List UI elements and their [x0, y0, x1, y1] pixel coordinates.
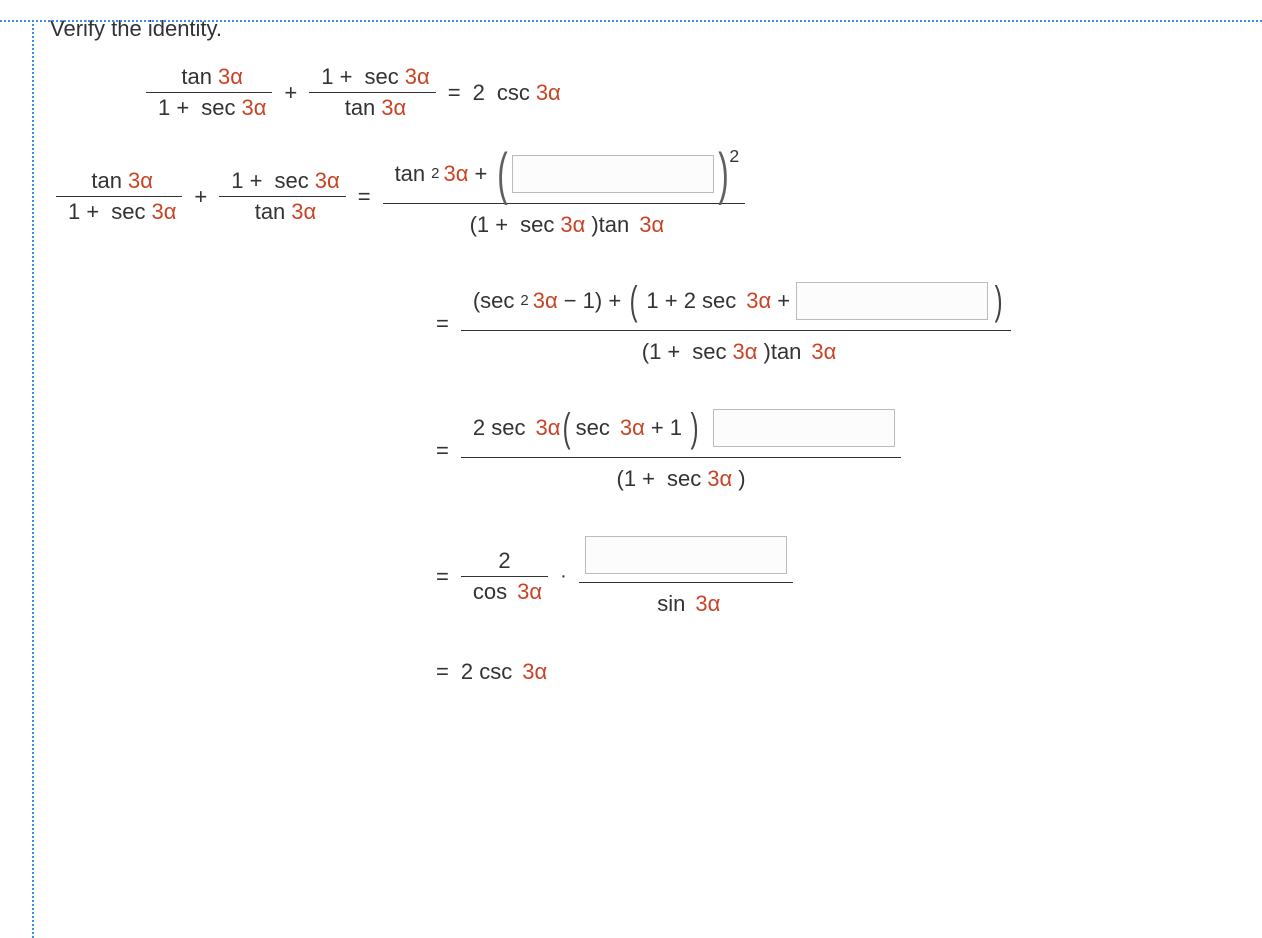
csc-label: csc	[497, 80, 530, 106]
open-sec: (sec	[473, 288, 515, 314]
exponent-2: 2	[431, 165, 439, 182]
dot-op: ·	[560, 565, 567, 588]
open-paren-text: (1 +	[642, 339, 681, 365]
step-4: = 2 cos 3α · sin 3α	[430, 534, 1222, 619]
arg: 3α	[381, 95, 406, 121]
rhs-frac-step2: (sec2 3α − 1) + ( 1 + 2 sec 3α + ) (1 + …	[461, 280, 1011, 367]
open-paren-text: (1 +	[617, 466, 656, 492]
tan-label: tan	[255, 199, 286, 225]
arg: 3α	[560, 212, 585, 238]
two-csc: 2 csc	[461, 659, 512, 685]
mid-text-2: 1 + 2 sec	[646, 288, 736, 314]
blank-input-2[interactable]	[796, 282, 988, 320]
sec-label: sec	[274, 168, 308, 194]
sec-label: sec	[576, 415, 610, 441]
tan-label: tan	[91, 168, 122, 194]
step-1: tan 3α 1 + sec 3α + 1 + sec 3α tan 3α =	[50, 153, 1222, 240]
arg: 3α	[151, 199, 176, 225]
equals-op: =	[436, 311, 449, 337]
blank-input-1[interactable]	[512, 155, 714, 193]
arg: 3α	[128, 168, 153, 194]
arg: 3α	[517, 579, 542, 605]
arg: 3α	[522, 659, 547, 685]
lhs-frac1: tan 3α 1 + sec 3α	[56, 166, 182, 227]
plus-op: +	[777, 288, 790, 314]
arg: 3α	[536, 80, 561, 106]
mid-text: − 1) +	[564, 288, 621, 314]
arg: 3α	[733, 339, 758, 365]
identity-equation: tan 3α 1 + sec 3α + 1 + sec 3α tan 3α =	[140, 62, 1222, 123]
plus-op: +	[284, 80, 297, 106]
sin-label: sin	[657, 591, 685, 617]
arg: 3α	[443, 161, 468, 187]
sec-label: sec	[520, 212, 554, 238]
frac-blank-over-sin: sin 3α	[579, 534, 793, 619]
lhs-frac2: 1 + sec 3α tan 3α	[219, 166, 345, 227]
arg: 3α	[811, 339, 836, 365]
sec-label: sec	[667, 466, 701, 492]
equals-op: =	[436, 564, 449, 590]
plus-op: +	[194, 184, 207, 210]
one-plus: 1 +	[321, 64, 352, 90]
arg: 3α	[315, 168, 340, 194]
arg: 3α	[405, 64, 430, 90]
arg: 3α	[218, 64, 243, 90]
close-paren-tan: )tan	[764, 339, 802, 365]
step-3: = 2 sec 3α ( sec 3α + 1 ) (1 + sec 3α )	[430, 407, 1222, 494]
equals-op: =	[436, 438, 449, 464]
step-5: = 2 csc 3α	[430, 659, 1222, 685]
one-plus: 1 +	[68, 199, 99, 225]
frac-1sec-over-tan: 1 + sec 3α tan 3α	[309, 62, 435, 123]
sec-label: sec	[201, 95, 235, 121]
tan-label: tan	[395, 161, 426, 187]
arg: 3α	[639, 212, 664, 238]
open-paren-text: (1 +	[470, 212, 509, 238]
arg: 3α	[241, 95, 266, 121]
dotted-top-border	[0, 20, 1262, 22]
close-paren: )	[738, 466, 745, 492]
sec-label: sec	[111, 199, 145, 225]
close-paren-tan: )tan	[591, 212, 629, 238]
equals-op: =	[436, 659, 449, 685]
equals-op: =	[358, 184, 371, 210]
two-sec: 2 sec	[473, 415, 526, 441]
one-plus: 1 +	[231, 168, 262, 194]
blank-input-4[interactable]	[585, 536, 787, 574]
rhs-frac-step3: 2 sec 3α ( sec 3α + 1 ) (1 + sec 3α )	[461, 407, 901, 494]
sec-label: sec	[364, 64, 398, 90]
arg: 3α	[533, 288, 558, 314]
arg: 3α	[695, 591, 720, 617]
frac-tan-over-1sec: tan 3α 1 + sec 3α	[146, 62, 272, 123]
arg: 3α	[620, 415, 645, 441]
exponent-2-outer: 2	[729, 146, 739, 167]
two-label: 2	[498, 548, 510, 574]
arg: 3α	[535, 415, 560, 441]
plus-op: +	[474, 161, 487, 187]
frac-2-over-cos: 2 cos 3α	[461, 546, 548, 607]
arg: 3α	[291, 199, 316, 225]
sec-label: sec	[692, 339, 726, 365]
equals-op: =	[448, 80, 461, 106]
dotted-side-border	[32, 20, 34, 938]
tan-label: tan	[345, 95, 376, 121]
arg: 3α	[707, 466, 732, 492]
step-2: = (sec2 3α − 1) + ( 1 + 2 sec 3α + ) (1 …	[430, 280, 1222, 367]
plus-one: + 1	[651, 415, 682, 441]
blank-input-3[interactable]	[713, 409, 895, 447]
arg: 3α	[746, 288, 771, 314]
two: 2	[473, 80, 485, 106]
cos-label: cos	[473, 579, 507, 605]
exponent-2: 2	[520, 292, 528, 309]
rhs-frac-step1: tan2 3α + ( ) 2 (1 + sec 3α )tan 3α	[383, 153, 746, 240]
one-plus: 1 +	[158, 95, 189, 121]
tan-label: tan	[181, 64, 212, 90]
